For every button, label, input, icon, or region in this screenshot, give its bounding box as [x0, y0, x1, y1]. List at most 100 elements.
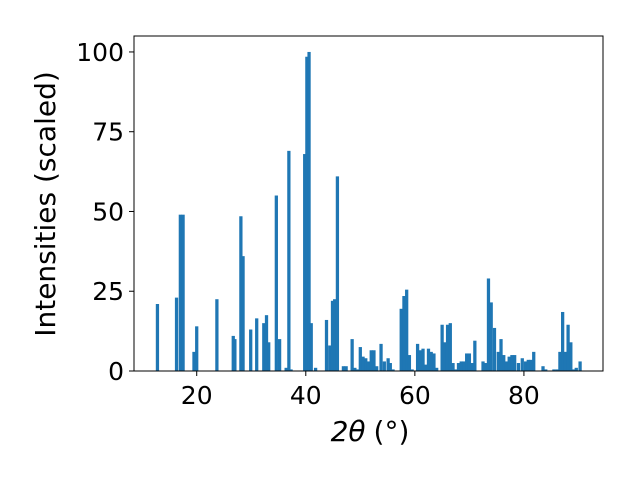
bar: [287, 150, 291, 371]
bar: [402, 296, 406, 371]
bar: [305, 56, 309, 372]
bar: [249, 329, 253, 371]
bar: [241, 256, 245, 371]
x-axis-label: 2θ (°): [331, 415, 410, 448]
bar: [289, 369, 293, 371]
bar: [309, 323, 313, 371]
bar: [372, 350, 376, 371]
bar: [284, 367, 288, 371]
bar: [307, 51, 311, 371]
x-axis-label-unit: (°): [374, 415, 410, 448]
bar: [358, 347, 362, 371]
bar: [492, 327, 497, 371]
bar: [429, 351, 433, 371]
bar: [435, 367, 439, 371]
bars-group: [155, 51, 582, 372]
bar: [532, 351, 536, 371]
plot-frame: [133, 35, 604, 372]
bar: [504, 361, 509, 371]
bar: [181, 214, 185, 371]
bar: [415, 343, 420, 371]
y-tick-label: 50: [92, 197, 124, 226]
x-axis: 20 40 60 80: [181, 371, 540, 410]
bar: [379, 343, 383, 371]
bar: [267, 342, 271, 371]
bar: [255, 318, 259, 371]
bar: [520, 358, 524, 371]
y-tick-label: 75: [92, 118, 124, 147]
bar: [563, 351, 567, 371]
bar: [335, 176, 340, 371]
bar: [399, 308, 403, 371]
bar: [473, 340, 477, 371]
bar: [459, 361, 463, 371]
bar: [324, 319, 329, 371]
bar: [277, 339, 282, 371]
y-tick-label: 100: [76, 38, 124, 67]
x-tick-label: 20: [181, 381, 213, 410]
bar: [561, 311, 565, 371]
bar: [313, 367, 318, 371]
bar: [558, 351, 562, 371]
bar: [555, 369, 559, 371]
bar: [333, 299, 337, 371]
bar: [448, 323, 452, 371]
bar: [421, 348, 425, 371]
bar: [440, 324, 444, 371]
bar: [569, 342, 573, 371]
bar: [526, 359, 530, 371]
bar: [499, 339, 503, 371]
bar: [233, 339, 237, 371]
bar: [571, 369, 576, 371]
bar: [489, 302, 493, 371]
bar: [405, 289, 409, 371]
y-tick-label: 0: [108, 357, 124, 386]
bar: [486, 278, 491, 371]
y-axis-label: Intensities (scaled): [29, 71, 62, 337]
bar: [328, 345, 332, 371]
bar: [496, 351, 500, 371]
bar: [215, 299, 219, 371]
bar: [426, 348, 431, 371]
bar: [552, 369, 556, 371]
bar: [375, 366, 379, 371]
bar: [353, 367, 357, 371]
bar: [410, 369, 414, 371]
bar: [424, 364, 428, 371]
bar: [174, 297, 179, 371]
bar: [451, 363, 455, 371]
bar: [507, 356, 511, 371]
bar: [578, 361, 582, 371]
bar: [192, 351, 196, 371]
bar: [262, 323, 266, 371]
bar: [516, 363, 521, 371]
bar: [544, 369, 548, 371]
bar: [195, 326, 199, 371]
bar: [382, 361, 386, 371]
bar: [454, 369, 458, 371]
bar: [484, 363, 488, 371]
bar: [462, 361, 466, 371]
bar: [481, 361, 485, 371]
bar: [529, 359, 533, 371]
bar: [456, 363, 461, 371]
bar: [364, 358, 368, 371]
bar: [407, 355, 412, 371]
bar: [274, 195, 278, 371]
bar: [344, 366, 348, 371]
bar: [432, 353, 436, 371]
bar: [513, 355, 517, 371]
bar: [239, 216, 243, 371]
bar: [355, 369, 360, 371]
bar: [541, 366, 545, 371]
bar: [510, 355, 514, 371]
bar: [341, 366, 346, 371]
bar: [445, 324, 450, 371]
y-tick-label: 25: [92, 277, 124, 306]
bar: [386, 358, 390, 371]
bar: [523, 361, 528, 371]
bar: [467, 353, 472, 371]
x-tick-label: 80: [508, 381, 540, 410]
